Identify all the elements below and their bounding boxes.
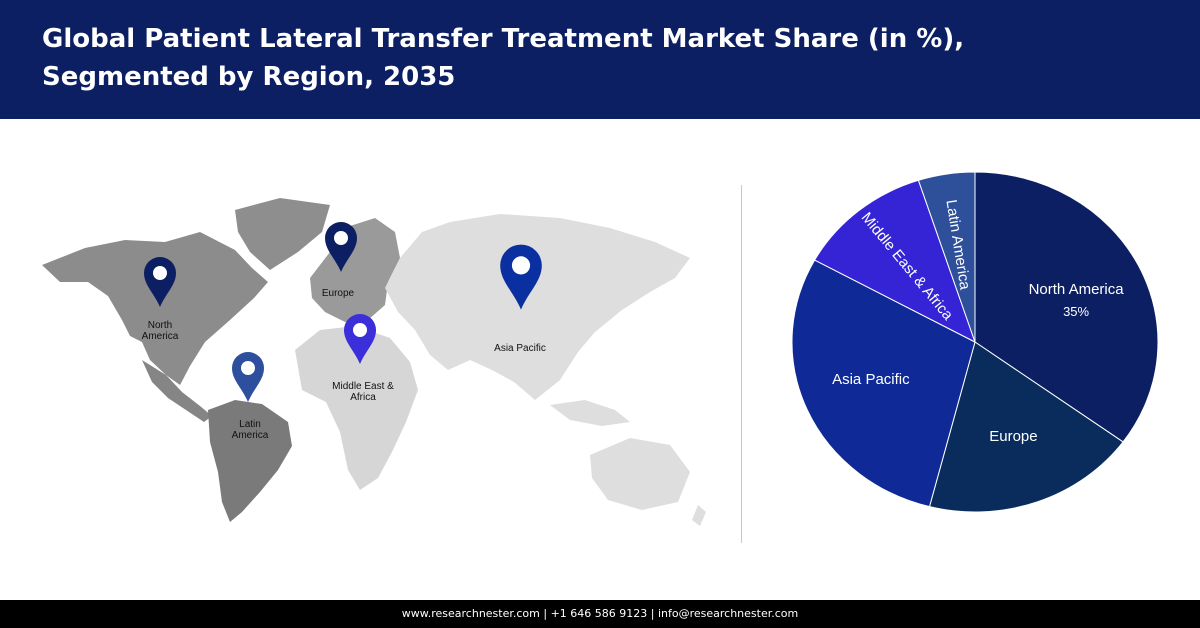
location-pin-icon xyxy=(144,257,176,307)
footer-bar: www.researchnester.com | +1 646 586 9123… xyxy=(0,600,1200,628)
pie-slice-asia-pacific xyxy=(791,259,976,508)
world-map-svg: North America Europe Asia Pacific Middle Eas… xyxy=(42,198,706,526)
location-pin-icon xyxy=(232,352,264,402)
map-label-north-america: North America xyxy=(142,320,179,342)
location-pin-icon xyxy=(344,314,376,364)
pie-slice-middle-east-africa xyxy=(813,179,976,344)
pin-dot xyxy=(334,231,348,245)
pie-slice-europe xyxy=(928,341,1124,513)
new-zealand-shape xyxy=(692,505,706,526)
map-marker-asia-pacific xyxy=(500,244,542,310)
map-label-middle-east-africa: Middle East & Africa xyxy=(332,381,394,403)
australia-shape xyxy=(590,438,690,510)
asia-shape xyxy=(385,214,690,400)
greenland-shape xyxy=(235,198,330,270)
map-label-europe: Europe xyxy=(322,288,355,299)
map-marker-north-america xyxy=(144,257,176,307)
pie-slice-north-america xyxy=(974,171,1159,443)
southeast-asia-islands-shape xyxy=(550,400,630,426)
continents xyxy=(42,198,706,526)
pie-label-europe: Europe xyxy=(989,428,1037,445)
pin-dot xyxy=(153,266,167,280)
south-america-shape xyxy=(208,400,292,522)
map-marker-middle-east-africa xyxy=(344,314,376,364)
footer-contact-text: www.researchnester.com | +1 646 586 9123… xyxy=(401,607,799,620)
section-divider xyxy=(741,185,742,543)
pin-dot xyxy=(511,256,531,275)
africa-shape xyxy=(295,326,418,490)
header-banner: Global Patient Lateral Transfer Treatmen… xyxy=(0,0,1200,119)
map-label-asia-pacific: Asia Pacific xyxy=(494,343,546,354)
world-map: North America Europe Asia Pacific Middle Eas… xyxy=(30,170,710,540)
europe-shape xyxy=(310,218,400,322)
pie-slices xyxy=(791,171,1159,513)
north-america-shape xyxy=(42,232,268,385)
pie-slice-latin-america xyxy=(917,171,976,343)
chart-title: Global Patient Lateral Transfer Treatmen… xyxy=(42,24,965,92)
pin-dot xyxy=(353,323,367,337)
pie-label-asia-pacific: Asia Pacific xyxy=(832,371,910,388)
pin-dot xyxy=(241,361,255,375)
map-label-latin-america: Latin America xyxy=(232,419,269,441)
central-america-shape xyxy=(142,360,212,422)
location-pin-icon xyxy=(325,222,357,272)
map-marker-latin-america xyxy=(232,352,264,402)
pie-chart: North America 35% Europe Asia Pacific Middle… xyxy=(790,170,1160,515)
pie-label-north-america: North America 35% xyxy=(1029,281,1125,319)
map-marker-europe xyxy=(325,222,357,272)
map-markers: North America Europe Asia Pacific Middle Eas… xyxy=(142,222,546,441)
location-pin-icon xyxy=(500,244,542,310)
